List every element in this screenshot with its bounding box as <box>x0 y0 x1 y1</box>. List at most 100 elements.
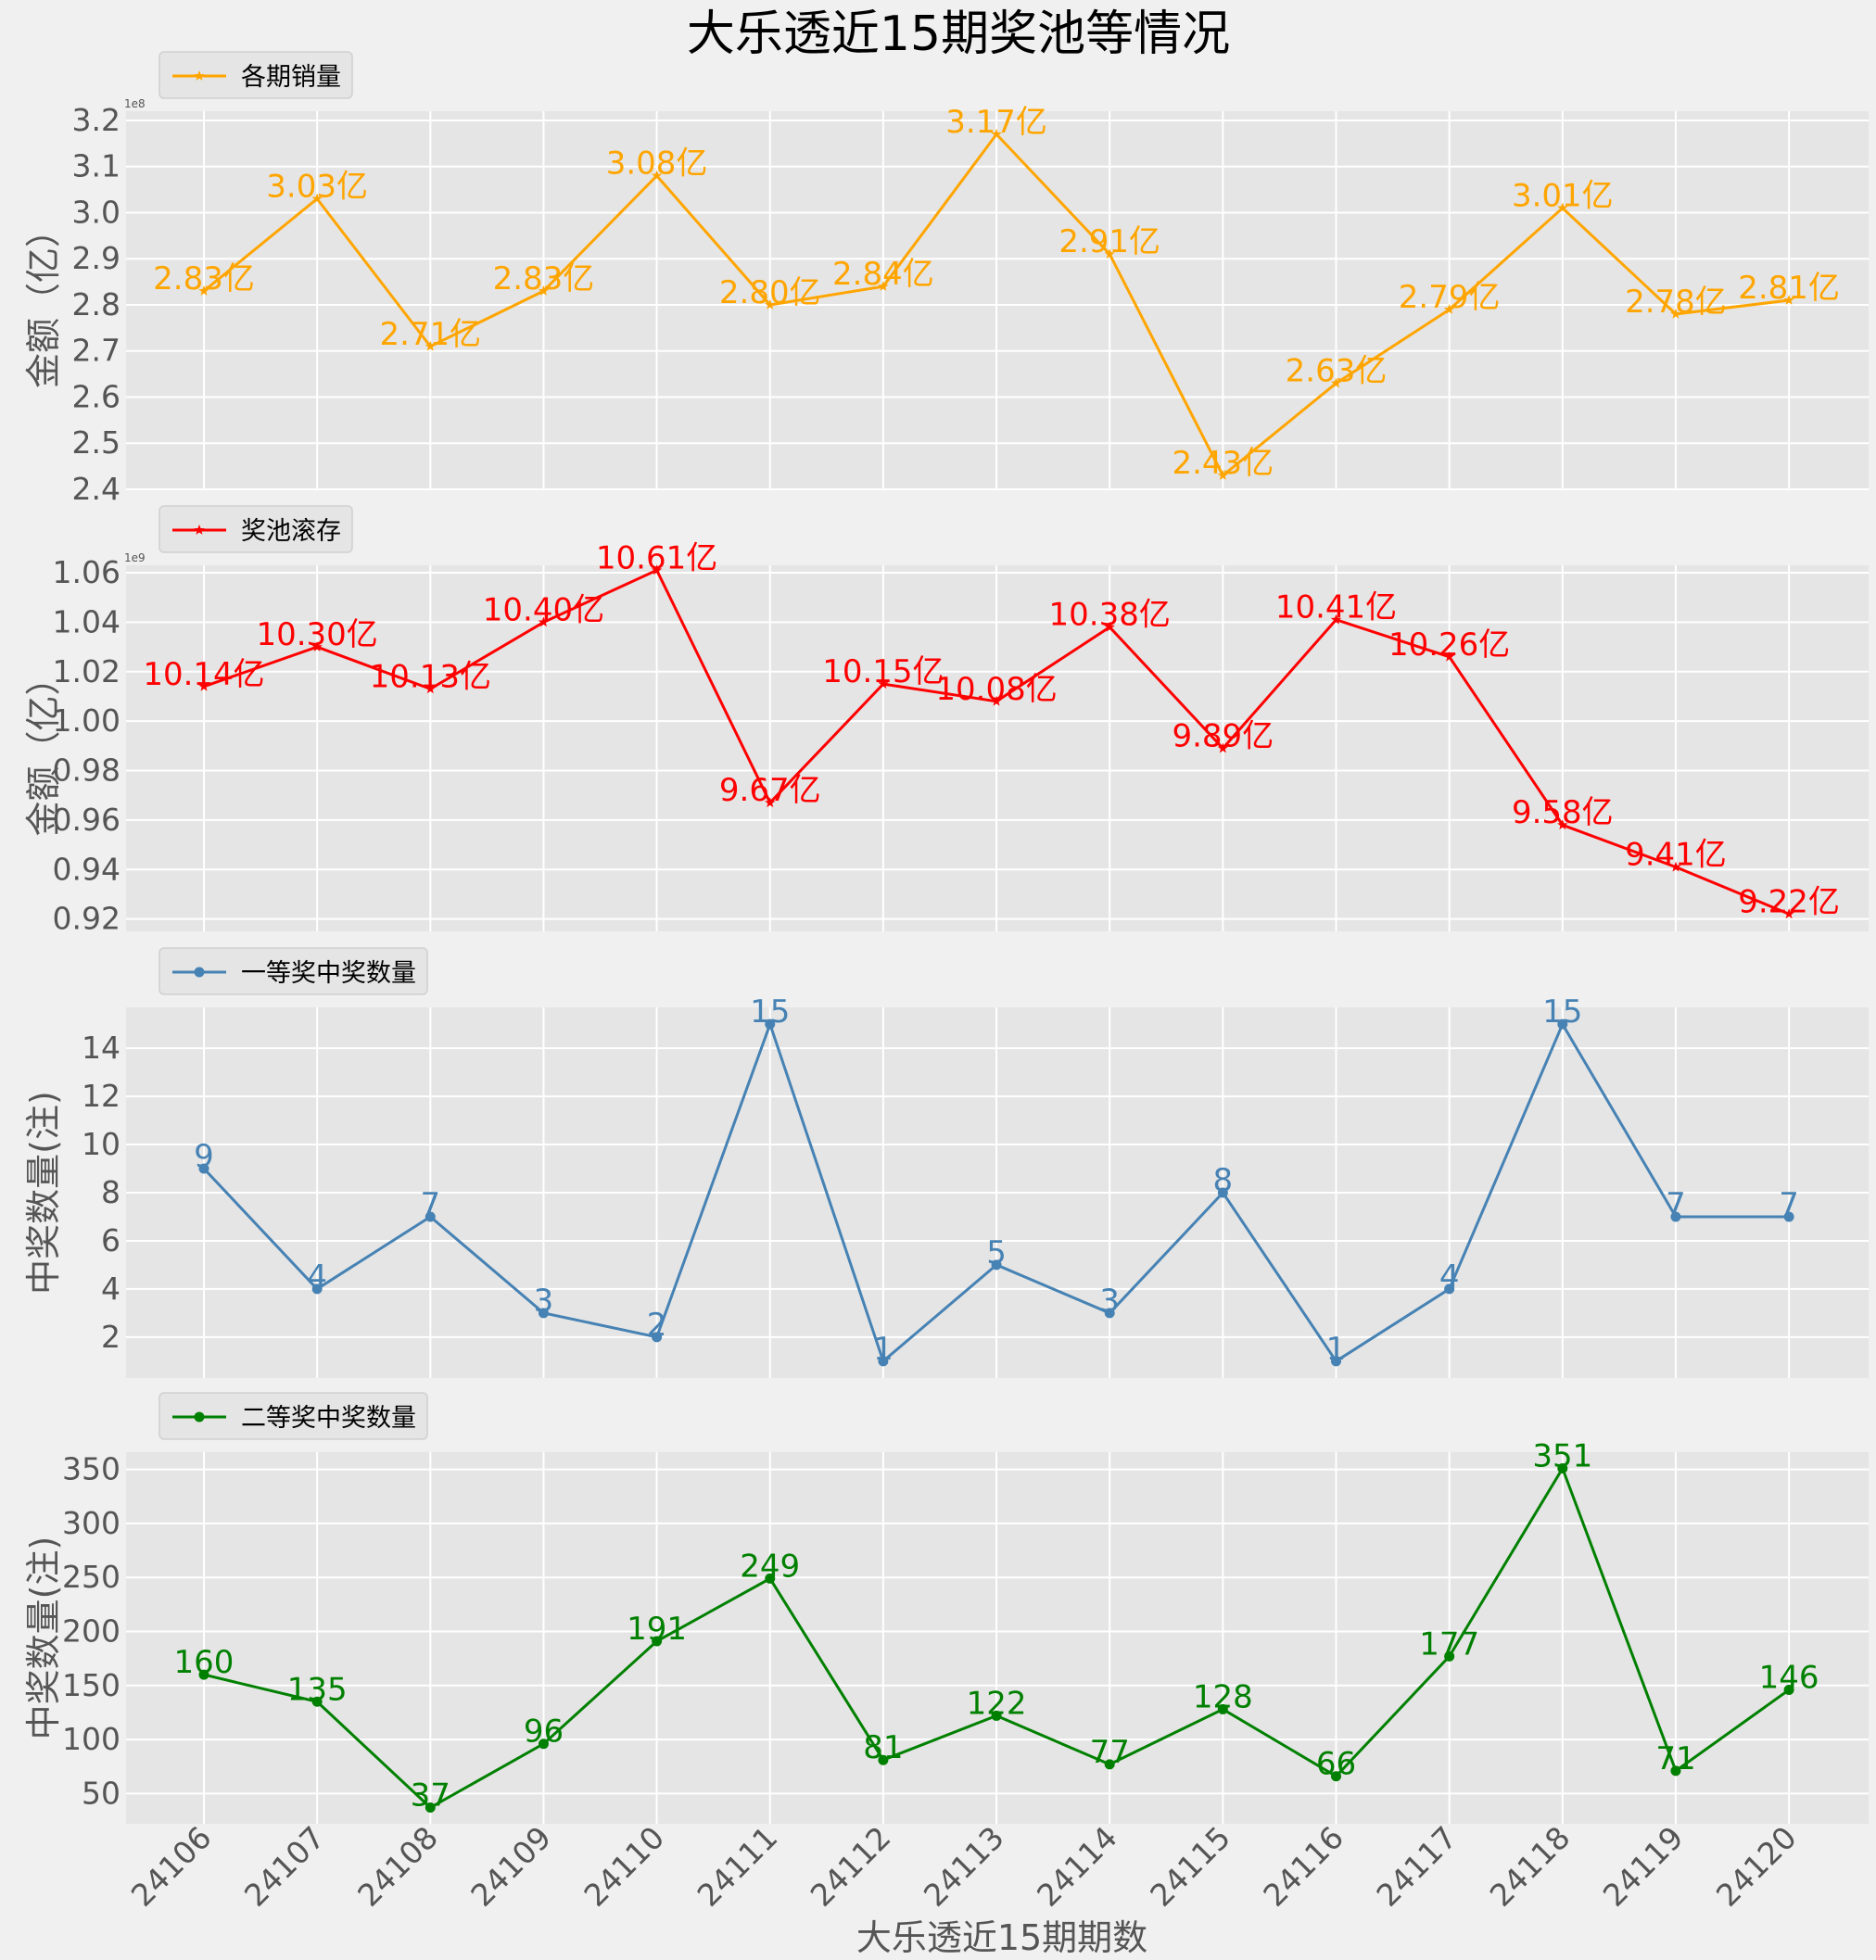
data-point <box>878 1754 889 1765</box>
legend-label: 一等奖中奖数量 <box>241 959 416 988</box>
chart-title: 大乐透近15期奖池等情况 <box>687 6 1230 62</box>
y-tick-label: 100 <box>62 1721 120 1757</box>
y-tick-label: 0.98 <box>53 752 120 789</box>
data-point <box>311 1696 323 1707</box>
data-point <box>991 695 1002 706</box>
x-tick-label: 24120 <box>1709 1819 1804 1914</box>
data-point <box>1104 1308 1115 1319</box>
data-point <box>1783 1684 1794 1695</box>
y-tick-label: 10 <box>82 1126 120 1162</box>
data-label: 2.63亿 <box>1286 353 1388 390</box>
data-label: 3.03亿 <box>266 169 368 206</box>
data-label: 2 <box>647 1307 667 1344</box>
data-label: 71 <box>1655 1740 1695 1777</box>
legend-marker <box>194 525 205 535</box>
data-label: 2.83亿 <box>493 260 595 297</box>
y-tick-label: 14 <box>82 1030 120 1066</box>
data-point <box>198 680 209 691</box>
x-tick-label: 24110 <box>577 1819 671 1914</box>
y-axis-label: 金额（亿） <box>23 660 64 836</box>
y-tick-label: 1.02 <box>53 653 120 689</box>
data-point <box>991 128 1002 139</box>
data-point <box>425 1802 436 1814</box>
x-tick-label: 24114 <box>1030 1819 1124 1914</box>
y-tick-label: 0.92 <box>53 901 120 937</box>
legend-label: 各期销量 <box>241 63 341 92</box>
data-point <box>1217 470 1229 480</box>
data-point <box>198 1163 209 1174</box>
y-tick-label: 2.8 <box>72 286 120 322</box>
legend-marker <box>194 1411 205 1423</box>
data-point <box>1557 1462 1568 1473</box>
y-tick-label: 2.5 <box>72 424 120 461</box>
data-point <box>425 1211 436 1222</box>
data-point <box>1104 1759 1115 1770</box>
y-tick-label: 3.2 <box>72 102 120 138</box>
data-label: 10.08亿 <box>935 671 1057 708</box>
data-point <box>1217 1703 1228 1714</box>
data-point <box>1557 1018 1568 1030</box>
y-tick-label: 2.4 <box>72 471 120 507</box>
data-label: 10.41亿 <box>1275 589 1397 626</box>
data-label: 15 <box>750 993 790 1031</box>
data-point <box>311 1283 323 1295</box>
data-label: 128 <box>1193 1678 1253 1715</box>
data-point <box>651 564 663 575</box>
y-scale-note: 1e8 <box>124 97 146 110</box>
data-point <box>311 193 323 204</box>
data-label: 15 <box>1542 993 1582 1031</box>
data-label: 2.80亿 <box>719 274 821 311</box>
data-label: 10.30亿 <box>256 616 377 653</box>
panel-2: 1.06 1.04 1.02 1.00 0.98 0.96 0.94 0.92 1e9 金额（亿）… <box>23 505 1869 937</box>
data-label: 160 <box>174 1644 234 1681</box>
data-point <box>198 285 209 296</box>
y-tick-label: 4 <box>101 1271 120 1307</box>
y-tick-label: 200 <box>62 1613 120 1650</box>
x-tick-label: 24119 <box>1596 1819 1691 1914</box>
data-label: 2.78亿 <box>1625 284 1727 321</box>
data-point <box>538 616 550 627</box>
data-point <box>991 1710 1002 1721</box>
x-tick-label: 24109 <box>463 1819 558 1914</box>
x-tick-label: 24118 <box>1483 1819 1578 1914</box>
legend: 二等奖中奖数量 <box>158 1392 428 1440</box>
data-label: 3 <box>1099 1283 1120 1320</box>
data-point <box>652 1332 663 1343</box>
data-label: 1 <box>873 1331 894 1368</box>
data-point <box>878 1356 889 1367</box>
y-axis-label: 金额（亿） <box>23 212 64 388</box>
y-tick-label: 0.96 <box>53 802 120 838</box>
y-tick-label: 2.6 <box>72 378 120 414</box>
data-point <box>1443 651 1455 662</box>
legend-box <box>158 1392 428 1440</box>
legend: 奖池滚存 <box>158 505 353 553</box>
data-label: 77 <box>1090 1734 1130 1771</box>
y-axis-label: 中奖数量(注) <box>23 1091 64 1295</box>
x-tick-label: 24115 <box>1143 1819 1237 1914</box>
x-tick-label: 24117 <box>1369 1819 1464 1914</box>
x-tick-labels: 24106 24107 24108 24109 24110 24111 24112 24113… <box>124 1819 1804 1914</box>
y-tick-label: 250 <box>62 1559 120 1595</box>
data-label: 37 <box>411 1777 450 1815</box>
legend-box <box>158 51 353 99</box>
data-point <box>878 678 889 689</box>
data-label: 10.14亿 <box>143 656 264 693</box>
data-point <box>1783 908 1794 919</box>
panel-4: 350 300 250 200 150 100 50 中奖数量(注) 160 135 37 96 191… <box>23 1392 1869 1824</box>
data-label: 8 <box>1213 1162 1234 1199</box>
y-tick-label: 6 <box>101 1222 120 1258</box>
data-label: 9.58亿 <box>1512 794 1614 831</box>
data-point <box>1783 1211 1794 1222</box>
chart-panels: 3.2 3.1 3.0 2.9 2.8 2.7 2.6 2.5 2.4 1e8 金额（亿） 2.83亿… <box>23 51 1869 1824</box>
y-tick-label: 0.94 <box>53 851 120 887</box>
data-point <box>538 285 550 296</box>
legend: 各期销量 <box>158 51 353 99</box>
data-label: 10.26亿 <box>1388 626 1510 664</box>
legend-marker <box>194 70 205 81</box>
data-label: 191 <box>627 1611 687 1648</box>
data-point <box>652 1636 663 1647</box>
data-label: 2.81亿 <box>1738 270 1840 307</box>
data-point <box>538 1308 549 1319</box>
